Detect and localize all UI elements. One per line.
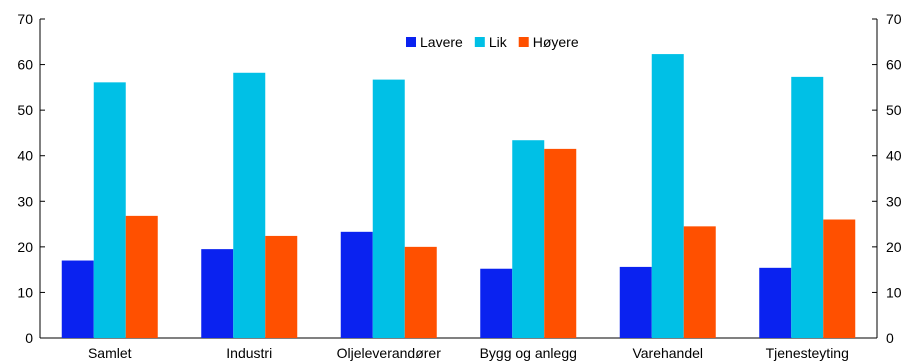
bar-lik-5 (791, 76, 824, 338)
bar-lik-4 (651, 54, 684, 339)
bar-lavere-0 (61, 260, 94, 338)
legend-label: Lik (489, 34, 508, 50)
category-label: Samlet (88, 345, 132, 361)
legend-swatch (518, 37, 529, 47)
legend-swatch (474, 37, 485, 47)
category-label: Varehandel (632, 345, 703, 361)
y-tick-label-left: 50 (17, 102, 33, 118)
y-tick-label-right: 20 (886, 239, 902, 255)
bar-lavere-3 (480, 268, 513, 338)
y-tick-label-right: 70 (886, 11, 902, 27)
y-tick-label-right: 60 (886, 57, 902, 73)
y-tick-label-left: 20 (17, 239, 33, 255)
bar-lik-1 (233, 72, 266, 338)
bar-h-yere-2 (404, 246, 437, 338)
y-tick-label-left: 70 (17, 11, 33, 27)
y-tick-label-left: 40 (17, 148, 33, 164)
legend-label: Høyere (533, 34, 579, 50)
bar-lik-2 (372, 79, 405, 339)
y-tick-label-right: 0 (886, 330, 894, 346)
y-tick-label-left: 10 (17, 284, 33, 300)
bar-lavere-1 (201, 249, 234, 338)
category-label: Bygg og anlegg (480, 345, 577, 361)
axes (39, 18, 878, 339)
y-tick-label-right: 10 (886, 284, 902, 300)
y-tick-label-left: 0 (25, 330, 33, 346)
bar-h-yere-3 (544, 148, 577, 338)
y-tick-label-right: 40 (886, 148, 902, 164)
legend-swatch (406, 37, 416, 47)
bar-lik-3 (512, 140, 545, 338)
bar-lavere-5 (759, 267, 792, 338)
category-label: Industri (226, 345, 272, 361)
category-labels: Samlet Industri Oljeleverandører Bygg og an… (88, 345, 849, 361)
bars (61, 54, 856, 339)
y-tick-label-left: 30 (17, 193, 33, 209)
category-label: Tjenesteyting (766, 345, 849, 361)
bar-lik-0 (93, 82, 126, 338)
legend: Lavere Lik Høyere (406, 34, 579, 50)
bar-h-yere-0 (125, 215, 158, 338)
y-tick-label-right: 30 (886, 193, 902, 209)
bar-lavere-2 (340, 231, 373, 338)
tick-labels: 0 0 10 10 20 20 30 30 40 40 50 50 60 60 70 70 (17, 11, 901, 346)
bar-lavere-4 (619, 266, 652, 338)
y-tick-label-right: 50 (886, 102, 902, 118)
legend-label: Lavere (420, 34, 463, 50)
category-label: Oljeleverandører (337, 345, 442, 361)
y-tick-label-left: 60 (17, 57, 33, 73)
bar-h-yere-4 (683, 226, 716, 338)
bar-h-yere-5 (823, 219, 856, 338)
bar-h-yere-1 (265, 235, 298, 338)
